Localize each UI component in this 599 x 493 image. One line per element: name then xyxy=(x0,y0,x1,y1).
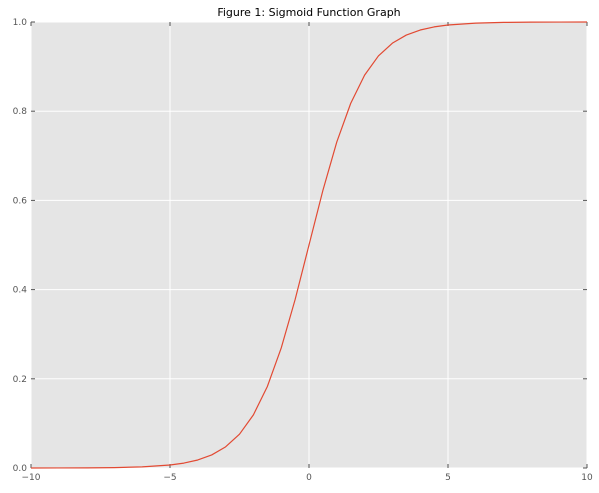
y-tick-label: 0.6 xyxy=(13,196,28,206)
x-tick-label: 10 xyxy=(581,473,593,483)
tick-labels: −10 −5 0 5 10 0.0 0.2 0.4 0.6 0.8 1.0 xyxy=(13,18,593,483)
x-tick-label: 0 xyxy=(306,473,312,483)
x-tick-label: 5 xyxy=(445,473,451,483)
y-tick-label: 0.0 xyxy=(13,464,28,474)
y-tick-label: 0.8 xyxy=(13,107,28,117)
y-tick-label: 0.2 xyxy=(13,375,27,385)
y-tick-label: 1.0 xyxy=(13,18,28,28)
x-tick-label: −10 xyxy=(22,473,41,483)
chart-title: Figure 1: Sigmoid Function Graph xyxy=(217,6,400,19)
x-tick-label: −5 xyxy=(163,473,176,483)
y-tick-label: 0.4 xyxy=(13,286,28,296)
series-layer xyxy=(30,21,588,469)
sigmoid-line xyxy=(30,21,588,469)
